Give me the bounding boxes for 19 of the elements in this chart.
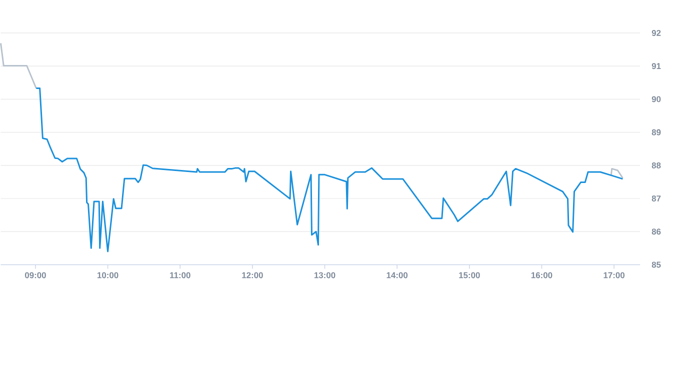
- y-tick-label: 91: [652, 63, 661, 70]
- x-tick-label: 13:00: [314, 272, 336, 278]
- y-tick-label: 87: [652, 196, 661, 202]
- y-tick-label: 89: [652, 129, 661, 136]
- line-series: [610, 168, 624, 179]
- y-tick-label: 85: [652, 262, 661, 268]
- x-tick-label: 11:00: [170, 272, 190, 278]
- x-tick-label: 17:00: [604, 272, 624, 278]
- y-tick-label: 90: [652, 96, 661, 102]
- x-tick-label: 16:00: [531, 272, 552, 278]
- x-tick-label: 15:00: [459, 272, 480, 278]
- y-tick-label: 86: [652, 228, 661, 235]
- x-tick-label: 10:00: [97, 272, 118, 278]
- x-tick-label: 12:00: [242, 272, 263, 278]
- x-tick-label: 09:00: [24, 272, 46, 278]
- y-tick-label: 88: [652, 162, 661, 169]
- y-tick-label: 92: [652, 30, 661, 36]
- x-tick-label: 14:00: [386, 272, 408, 278]
- line-series: [35, 88, 624, 252]
